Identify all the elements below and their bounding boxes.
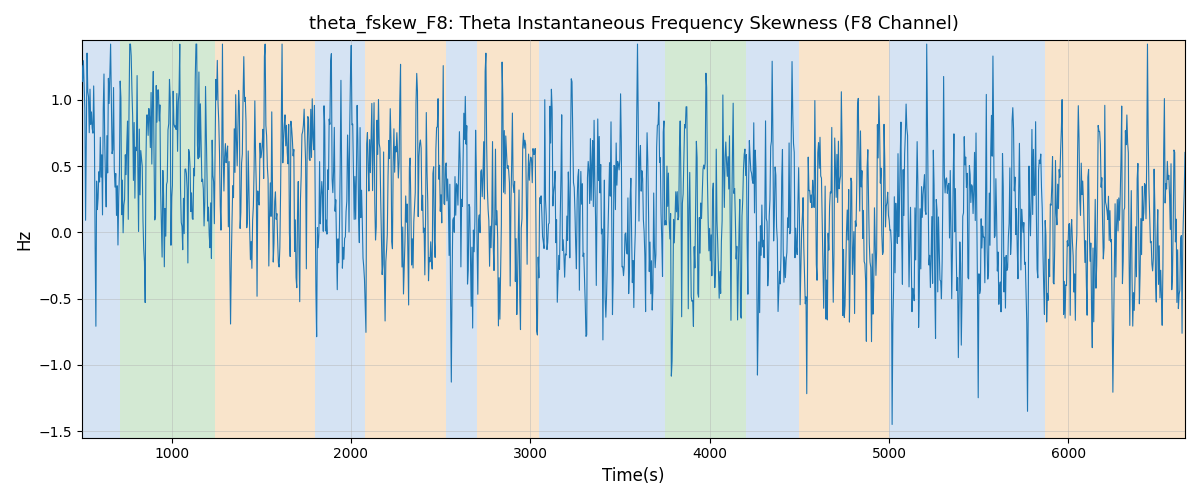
Bar <box>539 40 665 438</box>
Bar <box>365 40 446 438</box>
Bar <box>476 40 539 438</box>
Bar <box>799 40 889 438</box>
Bar <box>745 40 799 438</box>
Bar <box>1002 40 1045 438</box>
X-axis label: Time(s): Time(s) <box>602 467 665 485</box>
Bar <box>665 40 745 438</box>
Title: theta_fskew_F8: Theta Instantaneous Frequency Skewness (F8 Channel): theta_fskew_F8: Theta Instantaneous Freq… <box>308 15 959 34</box>
Bar <box>316 40 365 438</box>
Bar <box>215 40 316 438</box>
Bar <box>889 40 1002 438</box>
Y-axis label: Hz: Hz <box>14 228 32 250</box>
Bar <box>120 40 215 438</box>
Bar <box>82 40 120 438</box>
Bar <box>446 40 476 438</box>
Bar <box>1045 40 1186 438</box>
